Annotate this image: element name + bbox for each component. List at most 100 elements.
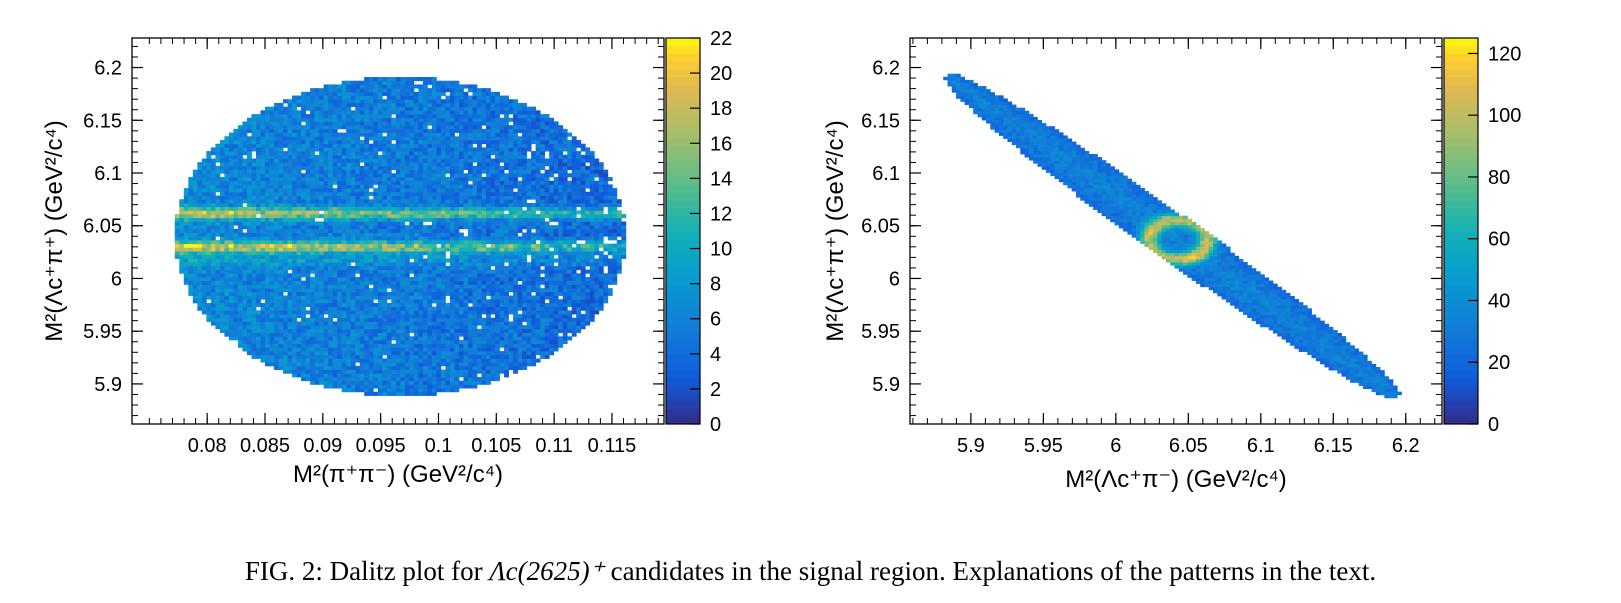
heatmap-bin (400, 384, 406, 389)
heatmap-bin (346, 239, 352, 245)
heatmap-bin (296, 288, 302, 293)
heatmap-bin (391, 384, 397, 389)
heatmap-bin (364, 273, 370, 278)
heatmap-bin (301, 358, 306, 363)
heatmap-bin (269, 221, 275, 226)
heatmap-bin (517, 225, 523, 230)
heatmap-bin (188, 236, 194, 241)
heatmap-bin (386, 169, 392, 174)
heatmap-bin (431, 288, 437, 293)
heatmap-bin (188, 228, 194, 233)
heatmap-bin (314, 199, 320, 204)
heatmap-bin (427, 225, 433, 230)
heatmap-bin (197, 173, 203, 178)
heatmap-bin (359, 210, 365, 215)
heatmap-bin (269, 184, 275, 189)
heatmap-bin (251, 228, 257, 233)
heatmap-bin (359, 277, 365, 282)
heatmap-bin (246, 299, 252, 304)
heatmap-bin (386, 325, 392, 330)
heatmap-bin (567, 221, 573, 226)
heatmap-bin (404, 384, 410, 389)
heatmap-bin (355, 351, 361, 356)
heatmap-bin (413, 206, 419, 211)
heatmap-bin (382, 332, 388, 337)
heatmap-bin (292, 332, 297, 337)
heatmap-bin (201, 202, 207, 208)
heatmap-bin (409, 247, 415, 252)
heatmap-bin (192, 247, 198, 252)
heatmap-bin (440, 302, 446, 308)
heatmap-bin (598, 177, 604, 182)
heatmap-bin (404, 288, 410, 293)
heatmap-bin (368, 269, 374, 274)
heatmap-bin (499, 302, 505, 308)
heatmap-bin (517, 221, 523, 226)
heatmap-bin (531, 210, 537, 215)
heatmap-bin (404, 225, 410, 230)
heatmap-bin (594, 191, 600, 196)
heatmap-bin (332, 232, 338, 237)
heatmap-bin (310, 321, 316, 326)
heatmap-bin (215, 173, 221, 178)
heatmap-bin (373, 377, 379, 382)
heatmap-bin (431, 314, 437, 319)
heatmap-bin (553, 299, 559, 304)
heatmap-bin (449, 388, 455, 393)
heatmap-bin (323, 280, 329, 285)
heatmap-bin (436, 354, 442, 359)
heatmap-bin (463, 221, 469, 226)
heatmap-bin (179, 225, 185, 230)
heatmap-bin (274, 195, 279, 200)
heatmap-bin (373, 243, 379, 248)
heatmap-bin (499, 284, 505, 289)
heatmap-bin (400, 291, 406, 296)
heatmap-bin (431, 228, 437, 233)
heatmap-bin (449, 206, 455, 211)
heatmap-bin (594, 225, 600, 230)
heatmap-bin (350, 280, 356, 285)
heatmap-bin (418, 232, 424, 237)
heatmap-bin (296, 180, 302, 185)
heatmap-bin (540, 243, 546, 248)
heatmap-bin (400, 295, 406, 300)
heatmap-bin (328, 328, 334, 333)
heatmap-bin (332, 214, 338, 219)
heatmap-bin (364, 339, 370, 345)
heatmap-bin (535, 280, 541, 285)
heatmap-bin (305, 254, 311, 259)
heatmap-bin (499, 332, 505, 337)
heatmap-bin (576, 302, 582, 308)
heatmap-bin (197, 258, 203, 263)
heatmap-bin (192, 169, 198, 174)
heatmap-bin (585, 302, 591, 308)
heatmap-bin (504, 251, 509, 256)
heatmap-bin (323, 306, 329, 311)
heatmap-bin (436, 369, 442, 374)
heatmap-bin (305, 184, 311, 189)
heatmap-bin (567, 214, 573, 219)
heatmap-bin (513, 295, 518, 300)
heatmap-bin (472, 225, 478, 230)
heatmap-bin (418, 314, 424, 319)
heatmap-bin (540, 280, 546, 285)
heatmap-bin (260, 317, 266, 322)
heatmap-bin (513, 258, 518, 263)
heatmap-bin (598, 251, 604, 256)
heatmap-bin (301, 362, 306, 367)
heatmap-bin (544, 288, 550, 293)
heatmap-bin (269, 225, 275, 230)
heatmap-bin (531, 362, 537, 367)
heatmap-bin (454, 369, 460, 374)
heatmap-bin (269, 299, 275, 304)
heatmap-bin (314, 291, 320, 296)
heatmap-bin (395, 221, 401, 226)
heatmap-bin (535, 314, 541, 319)
heatmap-bin (486, 169, 491, 174)
heatmap-bin (481, 321, 487, 326)
heatmap-bin (373, 202, 379, 208)
heatmap-bin (490, 173, 496, 178)
heatmap-bin (192, 214, 198, 219)
heatmap-bin (255, 191, 261, 196)
heatmap-bin (287, 184, 293, 189)
